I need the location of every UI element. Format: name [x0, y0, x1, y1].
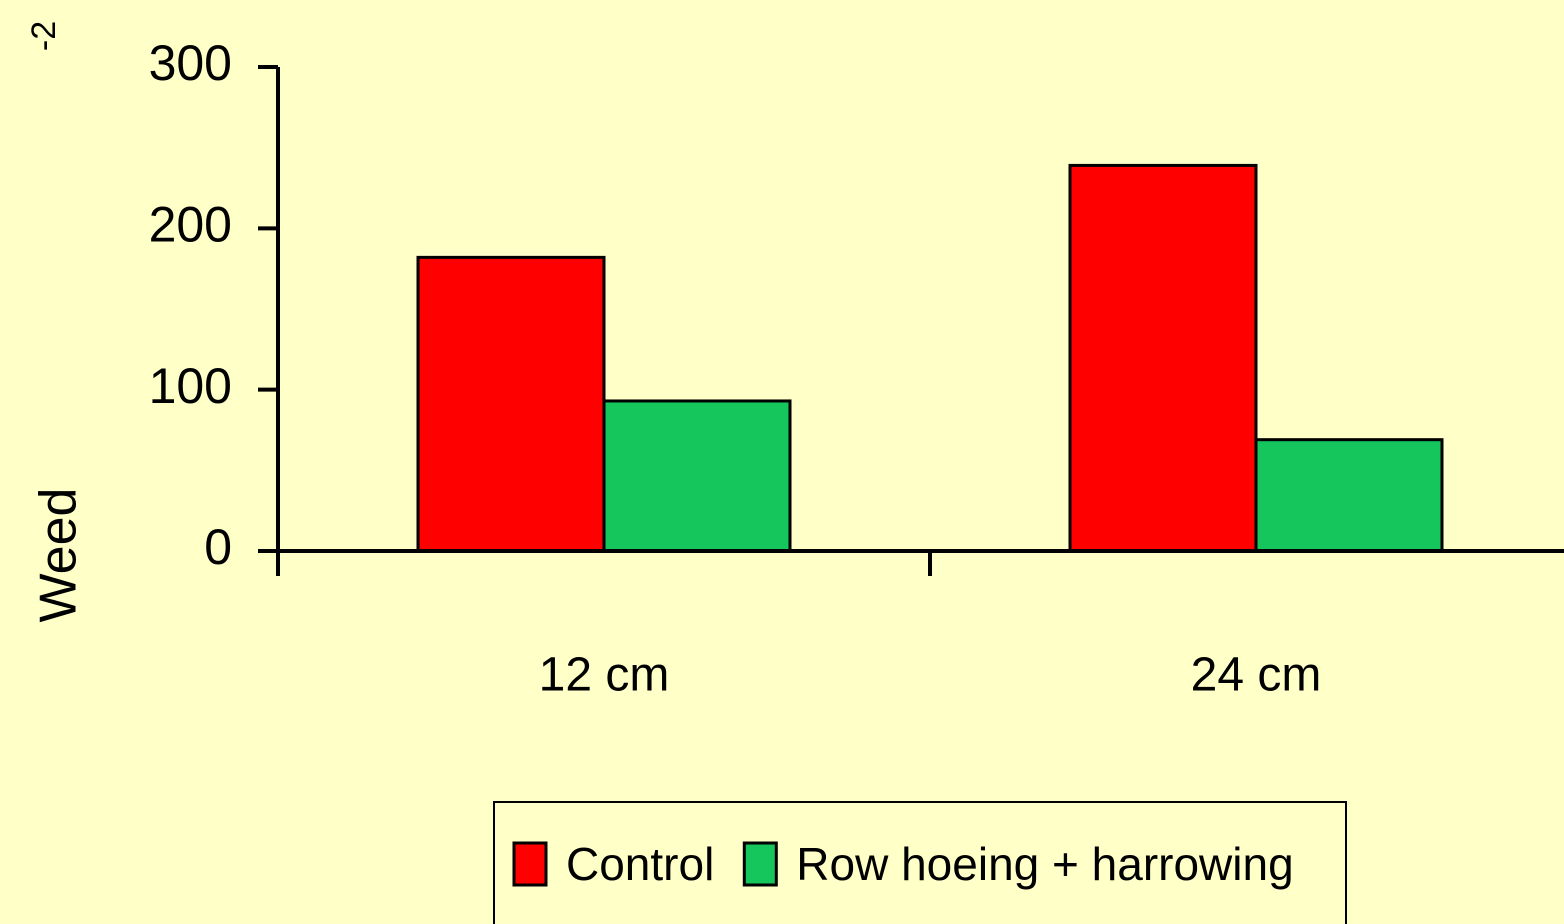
y-axis-label-superscript: -2 — [25, 21, 63, 51]
x-tick-label: 24 cm — [1191, 649, 1322, 702]
legend-box — [493, 801, 1347, 924]
legend-label: Control — [566, 838, 714, 890]
bar — [602, 399, 792, 553]
y-tick-label: 0 — [204, 519, 232, 575]
bar — [1254, 438, 1444, 553]
y-tick-label: 200 — [149, 197, 232, 253]
y-axis-label: Weed — [30, 488, 88, 623]
bar — [416, 255, 606, 553]
legend-swatch — [742, 841, 778, 887]
legend-swatch — [512, 841, 548, 887]
y-tick-label: 100 — [149, 358, 232, 414]
legend-label: Row hoeing + harrowing — [796, 838, 1293, 890]
x-tick-label: 12 cm — [539, 649, 670, 702]
bar — [1068, 163, 1258, 553]
y-tick-label: 300 — [149, 35, 232, 91]
